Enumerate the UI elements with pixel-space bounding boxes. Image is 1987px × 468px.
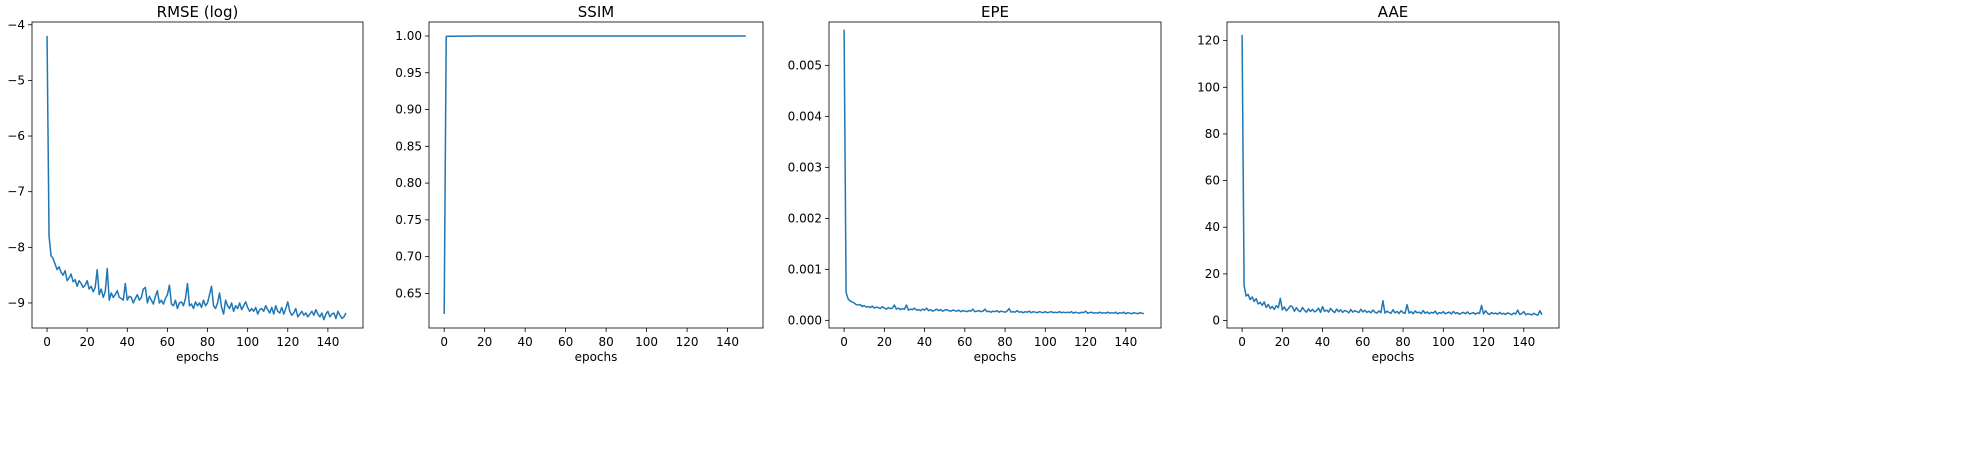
x-tick-label: 20 bbox=[477, 335, 492, 349]
chart-title: AAE bbox=[1378, 3, 1408, 21]
y-tick-label: 0.75 bbox=[395, 213, 422, 227]
series-line bbox=[843, 29, 1145, 315]
x-tick-label: 120 bbox=[276, 335, 299, 349]
x-tick-label: 40 bbox=[518, 335, 533, 349]
y-tick-label: 0.80 bbox=[395, 176, 422, 190]
y-tick-label: 0.85 bbox=[395, 139, 422, 153]
subplot-1: 0 20 40 60 80 100 120 140 −9 −8 −7 −6 −5 −4 RMSE (log)… bbox=[7, 3, 364, 364]
y-tick-label: −8 bbox=[7, 240, 25, 254]
x-tick-label: 100 bbox=[1034, 335, 1057, 349]
x-tick-label: 140 bbox=[1512, 335, 1535, 349]
x-axis-label: epochs bbox=[575, 350, 618, 364]
axes-frame bbox=[31, 21, 364, 329]
x-tick-label: 40 bbox=[917, 335, 932, 349]
x-tick-label: 120 bbox=[1472, 335, 1495, 349]
x-tick-label: 120 bbox=[1074, 335, 1097, 349]
x-tick-label: 140 bbox=[716, 335, 739, 349]
chart-title: RMSE (log) bbox=[157, 3, 239, 21]
series-line bbox=[46, 35, 347, 321]
y-tick-label: 0.90 bbox=[395, 103, 422, 117]
x-tick-label: 20 bbox=[1275, 335, 1290, 349]
x-axis-label: epochs bbox=[1372, 350, 1415, 364]
x-tick-label: 120 bbox=[676, 335, 699, 349]
x-tick-label: 100 bbox=[635, 335, 658, 349]
x-tick-label: 100 bbox=[1432, 335, 1455, 349]
y-tick-label: 0.65 bbox=[395, 286, 422, 300]
x-tick-label: 40 bbox=[120, 335, 135, 349]
y-tick-label: −7 bbox=[7, 185, 25, 199]
y-tick-label: 40 bbox=[1205, 220, 1220, 234]
subplot-4: 0 20 40 60 80 100 120 140 0 20 40 60 80 100 120 AAE epoc… bbox=[1197, 3, 1560, 364]
x-tick-label: 60 bbox=[558, 335, 573, 349]
axes-frame bbox=[1226, 21, 1560, 329]
y-tick-label: 0.70 bbox=[395, 250, 422, 264]
subplot-2: 0 20 40 60 80 100 120 140 0.65 0.70 0.75 0.80 0.85 0.… bbox=[395, 3, 764, 364]
y-tick-label: −5 bbox=[7, 73, 25, 87]
chart-title: EPE bbox=[981, 3, 1009, 21]
y-tick-label: 100 bbox=[1197, 80, 1220, 94]
y-tick-label: 0.005 bbox=[788, 58, 822, 72]
x-tick-label: 140 bbox=[316, 335, 339, 349]
x-tick-label: 40 bbox=[1315, 335, 1330, 349]
y-tick-label: 0.004 bbox=[788, 109, 822, 123]
x-tick-label: 80 bbox=[1395, 335, 1410, 349]
x-tick-label: 60 bbox=[957, 335, 972, 349]
y-tick-label: 0.95 bbox=[395, 66, 422, 80]
x-tick-label: 0 bbox=[840, 335, 848, 349]
y-tick-label: 120 bbox=[1197, 34, 1220, 48]
x-tick-label: 20 bbox=[80, 335, 95, 349]
y-tick-label: −6 bbox=[7, 129, 25, 143]
x-tick-label: 60 bbox=[160, 335, 175, 349]
x-tick-label: 20 bbox=[877, 335, 892, 349]
y-tick-label: −9 bbox=[7, 296, 25, 310]
y-tick-label: 1.00 bbox=[395, 29, 422, 43]
x-axis-label: epochs bbox=[176, 350, 219, 364]
axes-frame bbox=[828, 21, 1162, 329]
y-tick-label: 80 bbox=[1205, 127, 1220, 141]
x-tick-label: 0 bbox=[440, 335, 448, 349]
y-tick-label: −4 bbox=[7, 18, 25, 32]
x-tick-label: 80 bbox=[997, 335, 1012, 349]
y-tick-label: 0.003 bbox=[788, 160, 822, 174]
x-tick-label: 60 bbox=[1355, 335, 1370, 349]
y-tick-label: 20 bbox=[1205, 267, 1220, 281]
x-tick-label: 140 bbox=[1114, 335, 1137, 349]
x-tick-label: 80 bbox=[200, 335, 215, 349]
subplot-3: 0 20 40 60 80 100 120 140 0.000 0.001 0.002 0.003 0.… bbox=[788, 3, 1162, 364]
y-tick-label: 0.000 bbox=[788, 313, 822, 327]
y-tick-label: 60 bbox=[1205, 174, 1220, 188]
series-line bbox=[1241, 34, 1543, 316]
series-line bbox=[443, 35, 746, 315]
chart-title: SSIM bbox=[578, 3, 614, 21]
x-tick-label: 0 bbox=[1238, 335, 1246, 349]
y-tick-label: 0 bbox=[1212, 314, 1220, 328]
x-tick-label: 100 bbox=[236, 335, 259, 349]
x-tick-label: 0 bbox=[43, 335, 51, 349]
y-tick-label: 0.001 bbox=[788, 262, 822, 276]
x-tick-label: 80 bbox=[598, 335, 613, 349]
y-tick-label: 0.002 bbox=[788, 211, 822, 225]
x-axis-label: epochs bbox=[974, 350, 1017, 364]
axes-frame bbox=[428, 21, 764, 329]
